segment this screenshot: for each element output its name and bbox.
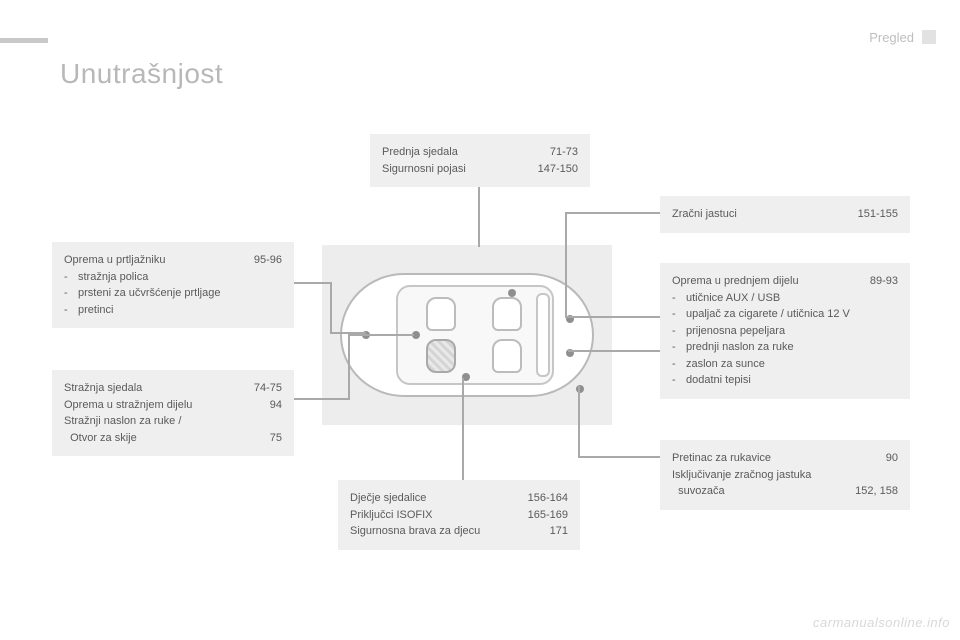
callout-row: suvozača 152, 158 — [672, 483, 898, 500]
callout-label: Stražnja sjedala — [64, 380, 142, 397]
callout-pages: 165-169 — [528, 507, 568, 524]
callout-row: Dječje sjedalice 156-164 — [350, 490, 568, 507]
callout-label: Oprema u prednjem dijelu — [672, 273, 799, 290]
callout-bullets: utičnice AUX / USB upaljač za cigarete /… — [672, 290, 898, 389]
callout-row: Oprema u prednjem dijelu 89-93 — [672, 273, 898, 290]
callout-airbags: Zračni jastuci 151-155 — [660, 196, 910, 233]
leader-line — [568, 350, 660, 352]
callout-pages: 95-96 — [254, 252, 282, 269]
callout-pages: 152, 158 — [855, 483, 898, 500]
callout-front-seats: Prednja sjedala 71-73 Sigurnosni pojasi … — [370, 134, 590, 187]
callout-bullet: prsteni za učvršćenje prtljage — [64, 285, 282, 302]
callout-row: Oprema u stražnjem dijelu 94 — [64, 397, 282, 414]
callout-row: Oprema u prtljažniku 95-96 — [64, 252, 282, 269]
callout-bullet: stražnja polica — [64, 269, 282, 286]
front-right-seat — [492, 339, 522, 373]
callout-pages: 94 — [270, 397, 282, 414]
callout-label: Dječje sjedalice — [350, 490, 426, 507]
callout-rear-seats: Stražnja sjedala 74-75 Oprema u stražnje… — [52, 370, 294, 456]
callout-row: Stražnji naslon za ruke / — [64, 413, 282, 430]
callout-bullet: zaslon za sunce — [672, 356, 898, 373]
leader-line — [565, 212, 660, 214]
child-seat-icon — [426, 339, 456, 373]
leader-line — [330, 282, 332, 334]
callout-glovebox: Pretinac za rukavice 90 Isključivanje zr… — [660, 440, 910, 510]
front-left-seat — [492, 297, 522, 331]
dashboard — [536, 293, 550, 377]
callout-pages: 156-164 — [528, 490, 568, 507]
leader-line — [294, 398, 350, 400]
callout-bullet: dodatni tepisi — [672, 372, 898, 389]
leader-line — [578, 456, 660, 458]
leader-line — [294, 282, 332, 284]
callout-bullet: upaljač za cigarete / utičnica 12 V — [672, 306, 898, 323]
callout-label: Otvor za skije — [64, 430, 137, 447]
callout-bullet: pretinci — [64, 302, 282, 319]
callout-label: Oprema u stražnjem dijelu — [64, 397, 192, 414]
callout-pages: 90 — [886, 450, 898, 467]
callout-bullet: prijenosna pepeljara — [672, 323, 898, 340]
callout-child-seats: Dječje sjedalice 156-164 Priključci ISOF… — [338, 480, 580, 550]
callout-row: Sigurnosna brava za djecu 171 — [350, 523, 568, 540]
callout-label: Oprema u prtljažniku — [64, 252, 166, 269]
rear-left-seat — [426, 297, 456, 331]
header-accent-bar — [0, 38, 48, 43]
callout-pages: 71-73 — [550, 144, 578, 161]
callout-pages: 147-150 — [538, 161, 578, 178]
callout-boot-equipment: Oprema u prtljažniku 95-96 stražnja poli… — [52, 242, 294, 328]
callout-dot — [508, 289, 516, 297]
callout-label: Isključivanje zračnog jastuka — [672, 467, 811, 484]
callout-pages: 151-155 — [858, 206, 898, 223]
callout-label: Zračni jastuci — [672, 206, 737, 223]
leader-line — [462, 378, 464, 480]
callout-pages: 75 — [270, 430, 282, 447]
callout-label: Sigurnosna brava za djecu — [350, 523, 480, 540]
leader-line — [348, 334, 414, 336]
leader-line — [578, 386, 580, 458]
callout-label: Pretinac za rukavice — [672, 450, 771, 467]
callout-row: Sigurnosni pojasi 147-150 — [382, 161, 578, 178]
header-page-marker — [922, 30, 936, 44]
callout-bullets: stražnja polica prsteni za učvršćenje pr… — [64, 269, 282, 319]
callout-row: Priključci ISOFIX 165-169 — [350, 507, 568, 524]
callout-label: Sigurnosni pojasi — [382, 161, 466, 178]
callout-front-equipment: Oprema u prednjem dijelu 89-93 utičnice … — [660, 263, 910, 399]
leader-line — [348, 334, 350, 400]
callout-label: suvozača — [672, 483, 725, 500]
callout-label: Stražnji naslon za ruke / — [64, 413, 181, 430]
callout-pages: 89-93 — [870, 273, 898, 290]
watermark: carmanualsonline.info — [813, 615, 950, 630]
section-label: Pregled — [869, 30, 914, 45]
callout-row: Pretinac za rukavice 90 — [672, 450, 898, 467]
callout-row: Zračni jastuci 151-155 — [672, 206, 898, 223]
callout-label: Priključci ISOFIX — [350, 507, 433, 524]
callout-row: Otvor za skije 75 — [64, 430, 282, 447]
callout-row: Isključivanje zračnog jastuka — [672, 467, 898, 484]
callout-bullet: prednji naslon za ruke — [672, 339, 898, 356]
callout-row: Prednja sjedala 71-73 — [382, 144, 578, 161]
callout-bullet: utičnice AUX / USB — [672, 290, 898, 307]
callout-pages: 171 — [550, 523, 568, 540]
leader-line — [565, 213, 567, 318]
leader-line — [565, 316, 660, 318]
callout-pages: 74-75 — [254, 380, 282, 397]
callout-label: Prednja sjedala — [382, 144, 458, 161]
callout-row: Stražnja sjedala 74-75 — [64, 380, 282, 397]
page-title: Unutrašnjost — [60, 58, 223, 90]
